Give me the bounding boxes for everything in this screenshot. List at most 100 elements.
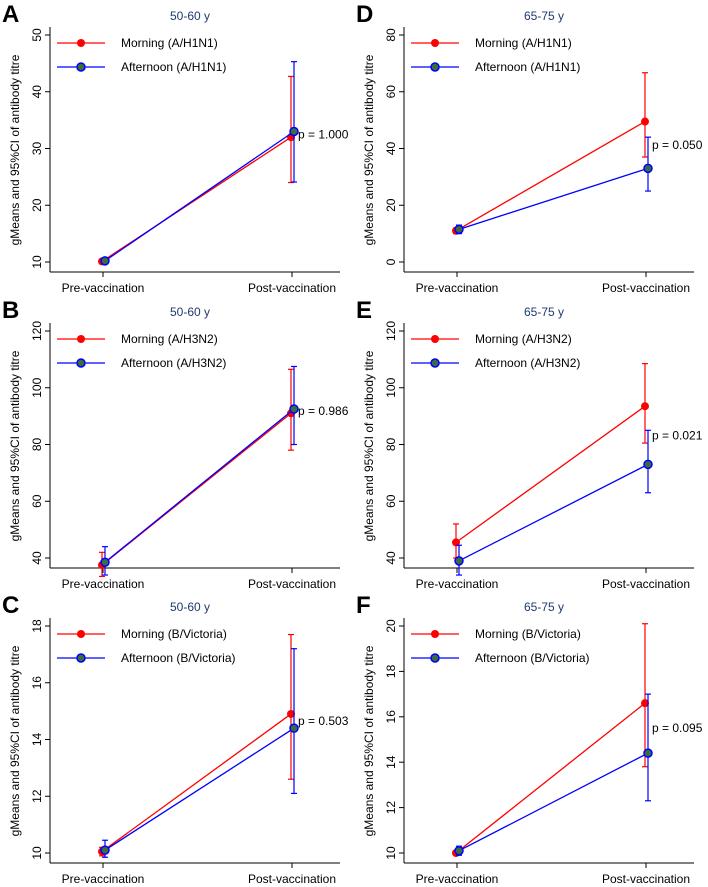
chart-svg: E 65-75 y gMeans and 95%CI of antibody tit…: [356, 297, 703, 591]
y-tick-label: 120: [30, 321, 44, 341]
series-line-afternoon: [458, 167, 649, 230]
y-tick-label: 100: [384, 377, 398, 397]
x-tick-label: Pre-vaccination: [62, 872, 145, 886]
data-point: [452, 538, 460, 547]
legend-label: Afternoon (B/Victoria): [121, 651, 236, 665]
panel-letter: C: [2, 592, 19, 619]
data-point: [641, 117, 649, 126]
p-value-label: p = 0.503: [298, 714, 349, 728]
data-point: [454, 845, 464, 856]
x-tick-label: Post-vaccination: [248, 872, 336, 886]
panel-f: F 65-75 y gMeans and 95%CI of antibody tit…: [354, 591, 708, 887]
panel-letter: B: [2, 297, 19, 324]
y-tick-label: 60: [384, 494, 398, 508]
data-point: [289, 404, 299, 414]
x-tick-label: Pre-vaccination: [62, 577, 145, 591]
y-axis-label: gMeans and 95%CI of antibody titre: [8, 645, 22, 836]
series-line-afternoon: [458, 752, 649, 852]
data-point: [643, 748, 653, 758]
y-tick-label: 14: [30, 733, 44, 747]
y-tick-label: 50: [30, 28, 44, 42]
series-line-afternoon: [104, 408, 295, 563]
y-tick-label: 100: [30, 377, 44, 397]
y-tick-label: 20: [384, 198, 398, 212]
y-tick-label: 16: [30, 676, 44, 690]
panel-title: 50-60 y: [170, 305, 210, 319]
y-tick-label: 10: [30, 846, 44, 860]
y-tick-label: 18: [384, 664, 398, 678]
legend-marker: [76, 653, 86, 663]
panel-letter: E: [356, 297, 372, 324]
x-tick-label: Post-vaccination: [602, 872, 690, 886]
data-point: [100, 845, 110, 855]
legend-marker: [430, 62, 440, 72]
y-axis-label: gMeans and 95%CI of antibody titre: [362, 350, 376, 541]
p-value-label: p = 1.000: [298, 127, 349, 141]
data-point: [287, 709, 295, 718]
chart-svg: B 50-60 y gMeans and 95%CI of antibody tit…: [2, 297, 349, 591]
x-tick-label: Pre-vaccination: [416, 577, 499, 591]
y-tick-label: 80: [30, 438, 44, 452]
legend-label: Afternoon (A/H1N1): [475, 60, 580, 74]
y-tick-label: 14: [384, 755, 398, 769]
legend-label: Morning (A/H3N2): [475, 332, 572, 346]
chart-svg: F 65-75 y gMeans and 95%CI of antibody tit…: [356, 592, 703, 886]
y-tick-label: 12: [384, 801, 398, 815]
legend-marker: [430, 358, 440, 368]
chart-svg: D 65-75 y gMeans and 95%CI of antibody tit…: [356, 1, 703, 295]
y-tick-label: 80: [384, 438, 398, 452]
y-tick-label: 80: [384, 28, 398, 42]
y-tick-label: 0: [384, 258, 398, 265]
p-value-label: p = 0.986: [298, 404, 349, 418]
legend-marker: [430, 653, 440, 663]
y-tick-label: 40: [384, 551, 398, 565]
panel-e: E 65-75 y gMeans and 95%CI of antibody tit…: [354, 296, 708, 592]
panel-b: B 50-60 y gMeans and 95%CI of antibody tit…: [0, 296, 354, 592]
p-value-label: p = 0.021: [652, 428, 703, 442]
legend-label: Morning (B/Victoria): [121, 627, 227, 641]
data-point: [454, 224, 464, 235]
y-axis-label: gMeans and 95%CI of antibody titre: [8, 54, 22, 245]
y-tick-label: 12: [30, 789, 44, 803]
y-axis-label: gMeans and 95%CI of antibody titre: [362, 54, 376, 245]
legend-label: Afternoon (A/H3N2): [121, 356, 226, 370]
panel-title: 65-75 y: [524, 305, 564, 319]
x-tick-label: Post-vaccination: [248, 577, 336, 591]
data-point: [100, 557, 110, 568]
y-axis-label: gMeans and 95%CI of antibody titre: [8, 350, 22, 541]
y-tick-label: 40: [30, 85, 44, 99]
chart-svg: A 50-60 y gMeans and 95%CI of antibody tit…: [2, 1, 349, 295]
series-line-morning: [101, 713, 292, 853]
legend-label: Morning (A/H1N1): [121, 36, 218, 50]
legend-marker: [76, 358, 86, 368]
data-point: [643, 163, 653, 174]
panel-letter: A: [2, 1, 19, 28]
legend-marker: [431, 630, 439, 638]
legend-marker: [77, 630, 85, 638]
legend-label: Morning (A/H3N2): [121, 332, 218, 346]
y-tick-label: 120: [384, 321, 398, 341]
series-line-afternoon: [458, 463, 649, 562]
x-tick-label: Pre-vaccination: [416, 872, 499, 886]
data-point: [454, 556, 464, 566]
legend-label: Morning (B/Victoria): [475, 627, 581, 641]
chart-svg: C 50-60 y gMeans and 95%CI of antibody tit…: [2, 592, 349, 886]
legend-label: Afternoon (A/H1N1): [121, 60, 226, 74]
x-tick-label: Post-vaccination: [602, 281, 690, 295]
panel-title: 50-60 y: [170, 9, 210, 23]
y-tick-label: 10: [30, 255, 44, 269]
panel-letter: F: [356, 592, 371, 619]
series-line-morning: [455, 120, 646, 232]
panel-d: D 65-75 y gMeans and 95%CI of antibody tit…: [354, 0, 708, 296]
y-axis-label: gMeans and 95%CI of antibody titre: [362, 645, 376, 836]
legend-label: Morning (A/H1N1): [475, 36, 572, 50]
data-point: [641, 402, 649, 411]
y-tick-label: 10: [384, 846, 398, 860]
x-tick-label: Pre-vaccination: [62, 281, 145, 295]
panel-title: 65-75 y: [524, 9, 564, 23]
x-tick-label: Post-vaccination: [248, 281, 336, 295]
panel-title: 65-75 y: [524, 600, 564, 614]
y-tick-label: 30: [30, 142, 44, 156]
data-point: [289, 126, 299, 137]
data-point: [643, 459, 653, 470]
